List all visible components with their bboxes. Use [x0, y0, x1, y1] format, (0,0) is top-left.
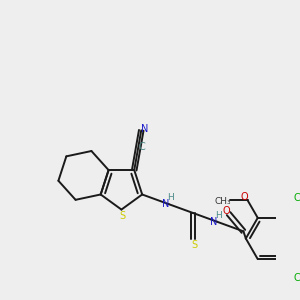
Text: C: C [138, 142, 145, 152]
Text: S: S [192, 240, 198, 250]
Text: H: H [215, 211, 222, 220]
Text: Cl: Cl [293, 194, 300, 203]
Text: N: N [141, 124, 148, 134]
Text: CH₃: CH₃ [214, 197, 231, 206]
Text: H: H [167, 193, 174, 202]
Text: O: O [240, 192, 248, 202]
Text: Cl: Cl [293, 274, 300, 284]
Text: N: N [211, 217, 218, 227]
Text: S: S [119, 211, 125, 221]
Text: N: N [162, 199, 169, 209]
Text: O: O [222, 206, 230, 216]
